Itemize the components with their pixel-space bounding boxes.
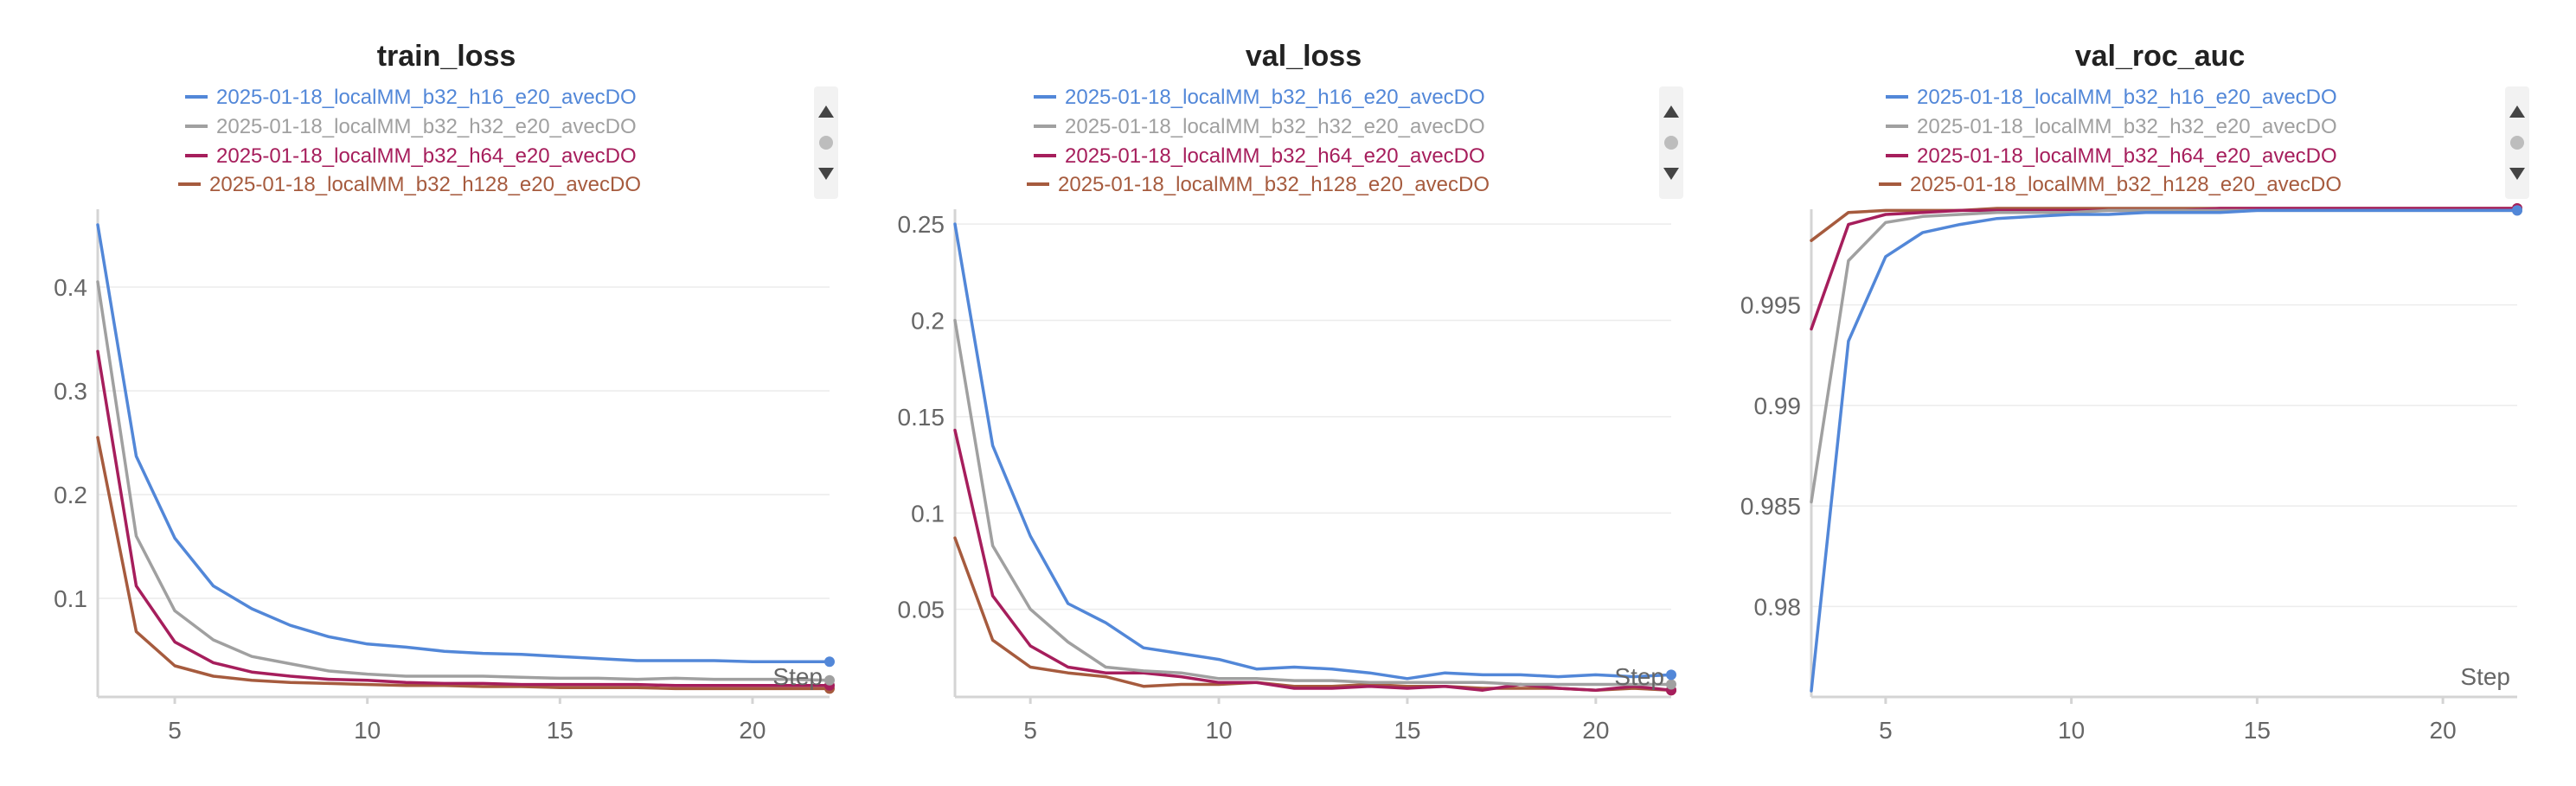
scroll-position-icon	[819, 136, 833, 150]
series-line	[953, 428, 1673, 692]
scroll-up-icon[interactable]	[2509, 105, 2525, 118]
y-tick-label: 0.1	[54, 585, 87, 612]
legend-scroll-control[interactable]	[2505, 86, 2529, 199]
series-line	[953, 318, 1673, 687]
series-end-point	[2512, 205, 2522, 216]
scroll-up-icon[interactable]	[818, 105, 834, 118]
x-tick-label: 20	[739, 717, 766, 744]
chart-title: train_loss	[377, 40, 516, 73]
series-end-point	[1666, 669, 1676, 681]
y-tick-label: 0.4	[54, 274, 87, 301]
y-tick-label: 0.985	[1740, 493, 1801, 520]
chart-title: val_loss	[1246, 40, 1362, 73]
y-tick-label: 0.1	[911, 500, 945, 527]
y-tick-label: 0.2	[911, 308, 945, 335]
scroll-position-icon	[1664, 136, 1678, 150]
legend-label: 2025-01-18_localMM_b32_h128_e20_avecDO	[209, 173, 641, 196]
x-tick-label: 15	[2244, 717, 2271, 744]
legend-label: 2025-01-18_localMM_b32_h128_e20_avecDO	[1058, 173, 1490, 196]
x-axis-label: Step	[1614, 663, 1664, 690]
scroll-down-icon[interactable]	[2509, 168, 2525, 180]
x-tick-label: 10	[1205, 717, 1232, 744]
x-tick-label: 15	[547, 717, 574, 744]
series-line	[96, 349, 831, 687]
legend-label: 2025-01-18_localMM_b32_h64_e20_avecDO	[1065, 144, 1485, 168]
chart-title: val_roc_auc	[2075, 40, 2246, 73]
legend-label: 2025-01-18_localMM_b32_h64_e20_avecDO	[216, 144, 637, 168]
series-line	[96, 436, 831, 691]
legend-label: 2025-01-18_localMM_b32_h32_e20_avecDO	[216, 115, 637, 138]
x-tick-label: 20	[2430, 717, 2457, 744]
legend-scroll-control[interactable]	[814, 86, 838, 199]
series-line	[96, 223, 831, 663]
x-axis-label: Step	[772, 663, 823, 690]
x-tick-label: 20	[1582, 717, 1609, 744]
series-end-point	[1666, 679, 1676, 690]
series-line	[96, 280, 831, 682]
legend-label: 2025-01-18_localMM_b32_h64_e20_avecDO	[1917, 144, 2337, 168]
series-line	[1810, 208, 2519, 504]
x-tick-label: 15	[1394, 717, 1420, 744]
chart-val-loss: val_loss 2025-01-18_localMM_b32_h16_e20_a…	[898, 40, 1683, 744]
y-tick-label: 0.15	[898, 404, 945, 431]
scroll-down-icon[interactable]	[1663, 168, 1679, 180]
x-tick-label: 10	[354, 717, 381, 744]
x-axis-label: Step	[2460, 663, 2510, 690]
x-tick-label: 10	[2058, 717, 2085, 744]
y-tick-label: 0.2	[54, 482, 87, 508]
scroll-up-icon[interactable]	[1663, 105, 1679, 118]
x-tick-label: 5	[1023, 717, 1037, 744]
series-line	[1810, 207, 2519, 331]
x-tick-label: 5	[1879, 717, 1893, 744]
y-tick-label: 0.25	[898, 211, 945, 238]
series-line	[1810, 208, 2519, 693]
legend-label: 2025-01-18_localMM_b32_h16_e20_avecDO	[216, 86, 637, 109]
series-line	[953, 222, 1673, 681]
chart-train-loss: train_loss 2025-01-18_localMM_b32_h16_e20…	[54, 40, 838, 744]
chart-val-roc-auc: val_roc_auc 2025-01-18_localMM_b32_h16_e2…	[1740, 40, 2529, 744]
scroll-down-icon[interactable]	[818, 168, 834, 180]
scroll-position-icon	[2510, 136, 2524, 150]
legend-label: 2025-01-18_localMM_b32_h128_e20_avecDO	[1910, 173, 2342, 196]
y-tick-label: 0.98	[1754, 593, 1802, 620]
x-tick-label: 5	[168, 717, 182, 744]
series-end-point	[824, 656, 835, 668]
y-tick-label: 0.99	[1754, 393, 1802, 419]
y-tick-label: 0.05	[898, 597, 945, 623]
legend-scroll-control[interactable]	[1659, 86, 1683, 199]
series-end-point	[824, 674, 835, 686]
legend-label: 2025-01-18_localMM_b32_h16_e20_avecDO	[1917, 86, 2337, 109]
legend-label: 2025-01-18_localMM_b32_h16_e20_avecDO	[1065, 86, 1485, 109]
y-tick-label: 0.995	[1740, 292, 1801, 319]
legend-label: 2025-01-18_localMM_b32_h32_e20_avecDO	[1065, 115, 1485, 138]
legend-label: 2025-01-18_localMM_b32_h32_e20_avecDO	[1917, 115, 2337, 138]
y-tick-label: 0.3	[54, 378, 87, 405]
